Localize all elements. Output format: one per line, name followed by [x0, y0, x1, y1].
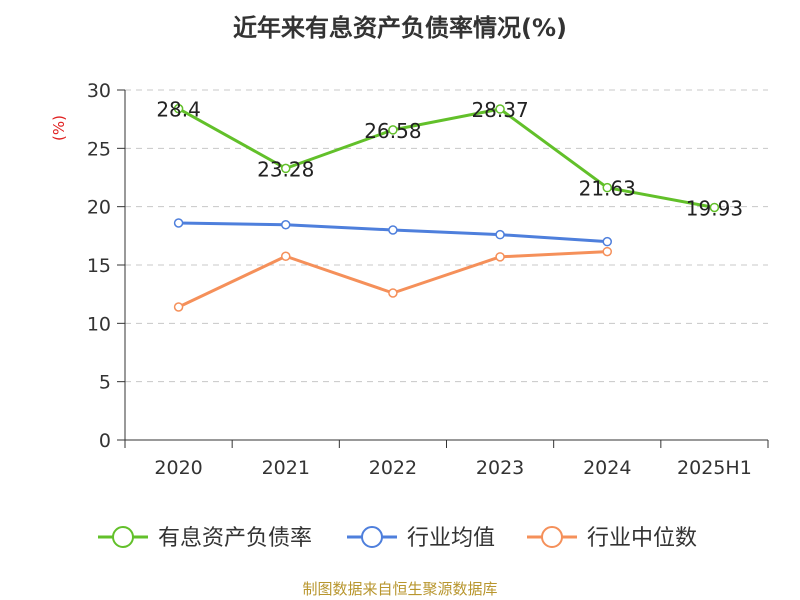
data-point: [173, 103, 184, 114]
legend-marker: [541, 526, 563, 548]
legend-label: 行业中位数: [587, 526, 697, 551]
x-tick-label: 2025H1: [677, 457, 752, 479]
data-point: [495, 104, 505, 114]
legend-label: 有息资产负债率: [158, 526, 312, 551]
data-point: [495, 229, 505, 240]
data-point: [281, 251, 291, 261]
legend-label: 行业均值: [407, 526, 495, 551]
axes: 0 5 10 15 20 25 30 2020 2021 2022 2023 2024 2025H1: [87, 80, 769, 479]
data-point: [173, 218, 184, 228]
data-label: 23.28: [257, 157, 314, 181]
data-label: 19.93: [686, 196, 743, 220]
data-point: [388, 288, 398, 298]
data-point: [602, 236, 612, 247]
data-label: 28.4: [156, 98, 201, 122]
data-point: [602, 246, 612, 257]
grid-lines: [125, 89, 768, 383]
x-tick-label: 2022: [369, 457, 417, 479]
y-tick-label: 30: [87, 80, 111, 102]
chart-title: 近年来有息资产负债率情况(%): [233, 14, 567, 42]
x-tick-label: 2024: [583, 457, 631, 479]
data-point: [602, 182, 612, 193]
y-tick-label: 20: [87, 197, 111, 219]
legend-marker: [112, 526, 134, 548]
y-tick-label: 15: [87, 255, 111, 277]
legend: 有息资产负债率 行业均值 行业中位数: [98, 526, 697, 551]
data-point: [281, 220, 291, 230]
series: [173, 103, 720, 312]
data-label: 26.58: [364, 119, 421, 143]
data-point: [281, 163, 291, 174]
data-point: [388, 225, 398, 235]
y-tick-label: 25: [87, 138, 111, 160]
source-footer: 制图数据来自恒生聚源数据库: [302, 580, 498, 598]
data-point: [709, 202, 720, 213]
series-line-0: [177, 107, 715, 209]
x-tick-label: 2020: [154, 457, 202, 479]
data-label: 21.63: [579, 177, 636, 201]
data-labels: 28.4 23.28 26.58 28.37 21.63 19.93: [156, 98, 743, 221]
y-tick-label: 5: [99, 372, 111, 394]
legend-marker: [361, 526, 383, 548]
data-point: [173, 302, 184, 312]
x-tick-label: 2021: [262, 457, 310, 479]
y-axis-label: (%): [50, 115, 68, 141]
data-label: 28.37: [471, 98, 528, 122]
data-point: [388, 125, 398, 135]
data-point: [495, 252, 505, 262]
x-tick-label: 2023: [476, 457, 524, 479]
y-tick-label: 10: [87, 313, 111, 335]
series-line-2: [177, 250, 608, 309]
y-tick-label: 0: [99, 430, 111, 452]
